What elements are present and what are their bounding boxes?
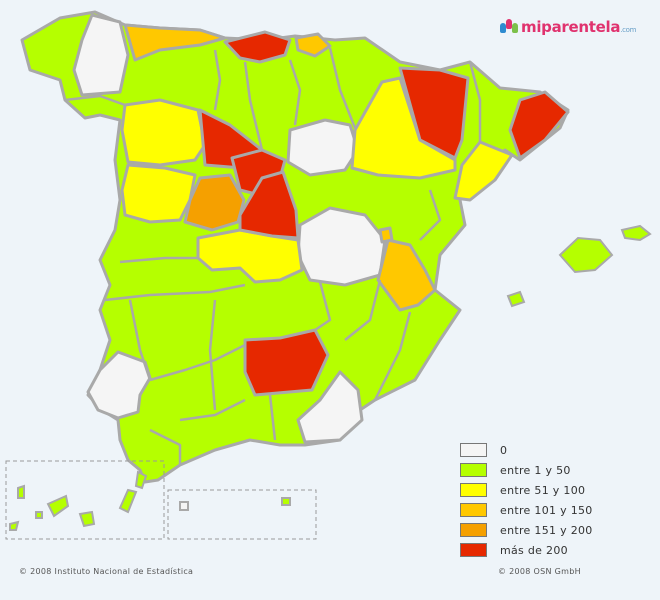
legend-label: entre 151 y 200	[500, 523, 593, 537]
region-tarragona-area	[453, 140, 514, 202]
region-asturias-area	[123, 23, 227, 62]
legend-label: 0	[500, 443, 508, 457]
people-icon	[500, 19, 518, 35]
legend-item: 0	[460, 440, 593, 460]
legend-swatch	[460, 443, 487, 457]
legend-swatch	[460, 483, 487, 497]
legend: 0 entre 1 y 50 entre 51 y 100 entre 101 y 1…	[460, 440, 593, 560]
region-avila-area	[183, 173, 246, 232]
island-ibiza	[506, 290, 526, 308]
region-soria-area	[286, 118, 360, 177]
legend-item: más de 200	[460, 540, 593, 560]
region-ourense-area	[72, 13, 130, 97]
island-tenerife	[46, 494, 70, 518]
legend-swatch	[460, 503, 487, 517]
region-madrid-area	[238, 170, 300, 240]
island-lanzarote	[134, 470, 148, 490]
legend-swatch	[460, 463, 487, 477]
melilla-marker	[281, 497, 291, 506]
region-leon-area	[120, 98, 207, 167]
island-el-hierro	[9, 520, 20, 531]
logo-suffix: .com	[620, 26, 637, 34]
legend-item: entre 51 y 100	[460, 480, 593, 500]
legend-item: entre 151 y 200	[460, 520, 593, 540]
island-la-palma	[17, 484, 25, 499]
legend-label: entre 101 y 150	[500, 503, 593, 517]
ceuta-marker	[179, 501, 189, 511]
region-teruel-dot	[378, 226, 394, 244]
island-fuerteventura	[118, 488, 138, 514]
island-mallorca	[558, 236, 614, 274]
region-cantabria-area	[223, 30, 292, 64]
ceuta-melilla-inset-box	[167, 489, 317, 540]
island-la-gomera	[35, 511, 43, 519]
island-gran-canaria	[78, 510, 96, 528]
region-alava-area	[294, 32, 332, 58]
legend-label: entre 51 y 100	[500, 483, 586, 497]
region-almeria-area	[296, 370, 364, 444]
logo-text: miparentela	[521, 18, 621, 36]
island-menorca	[620, 224, 652, 242]
province-borders	[64, 47, 482, 465]
footer-credit-osn: © 2008 OSN GmbH	[498, 567, 581, 576]
legend-label: entre 1 y 50	[500, 463, 571, 477]
region-valencia-area	[376, 238, 437, 312]
legend-label: más de 200	[500, 543, 568, 557]
canary-inset-box	[5, 460, 165, 540]
legend-swatch	[460, 543, 487, 557]
region-ciudad-real-area	[243, 328, 330, 397]
footer-credit-ine: © 2008 Instituto Nacional de Estadística	[19, 567, 194, 576]
legend-swatch	[460, 523, 487, 537]
region-barcelona-area	[508, 90, 570, 160]
legend-item: entre 1 y 50	[460, 460, 593, 480]
region-huesca-area	[398, 66, 470, 160]
miparentela-logo: miparentela.com	[500, 18, 636, 36]
legend-item: entre 101 y 150	[460, 500, 593, 520]
region-salamanca-area	[120, 163, 197, 224]
